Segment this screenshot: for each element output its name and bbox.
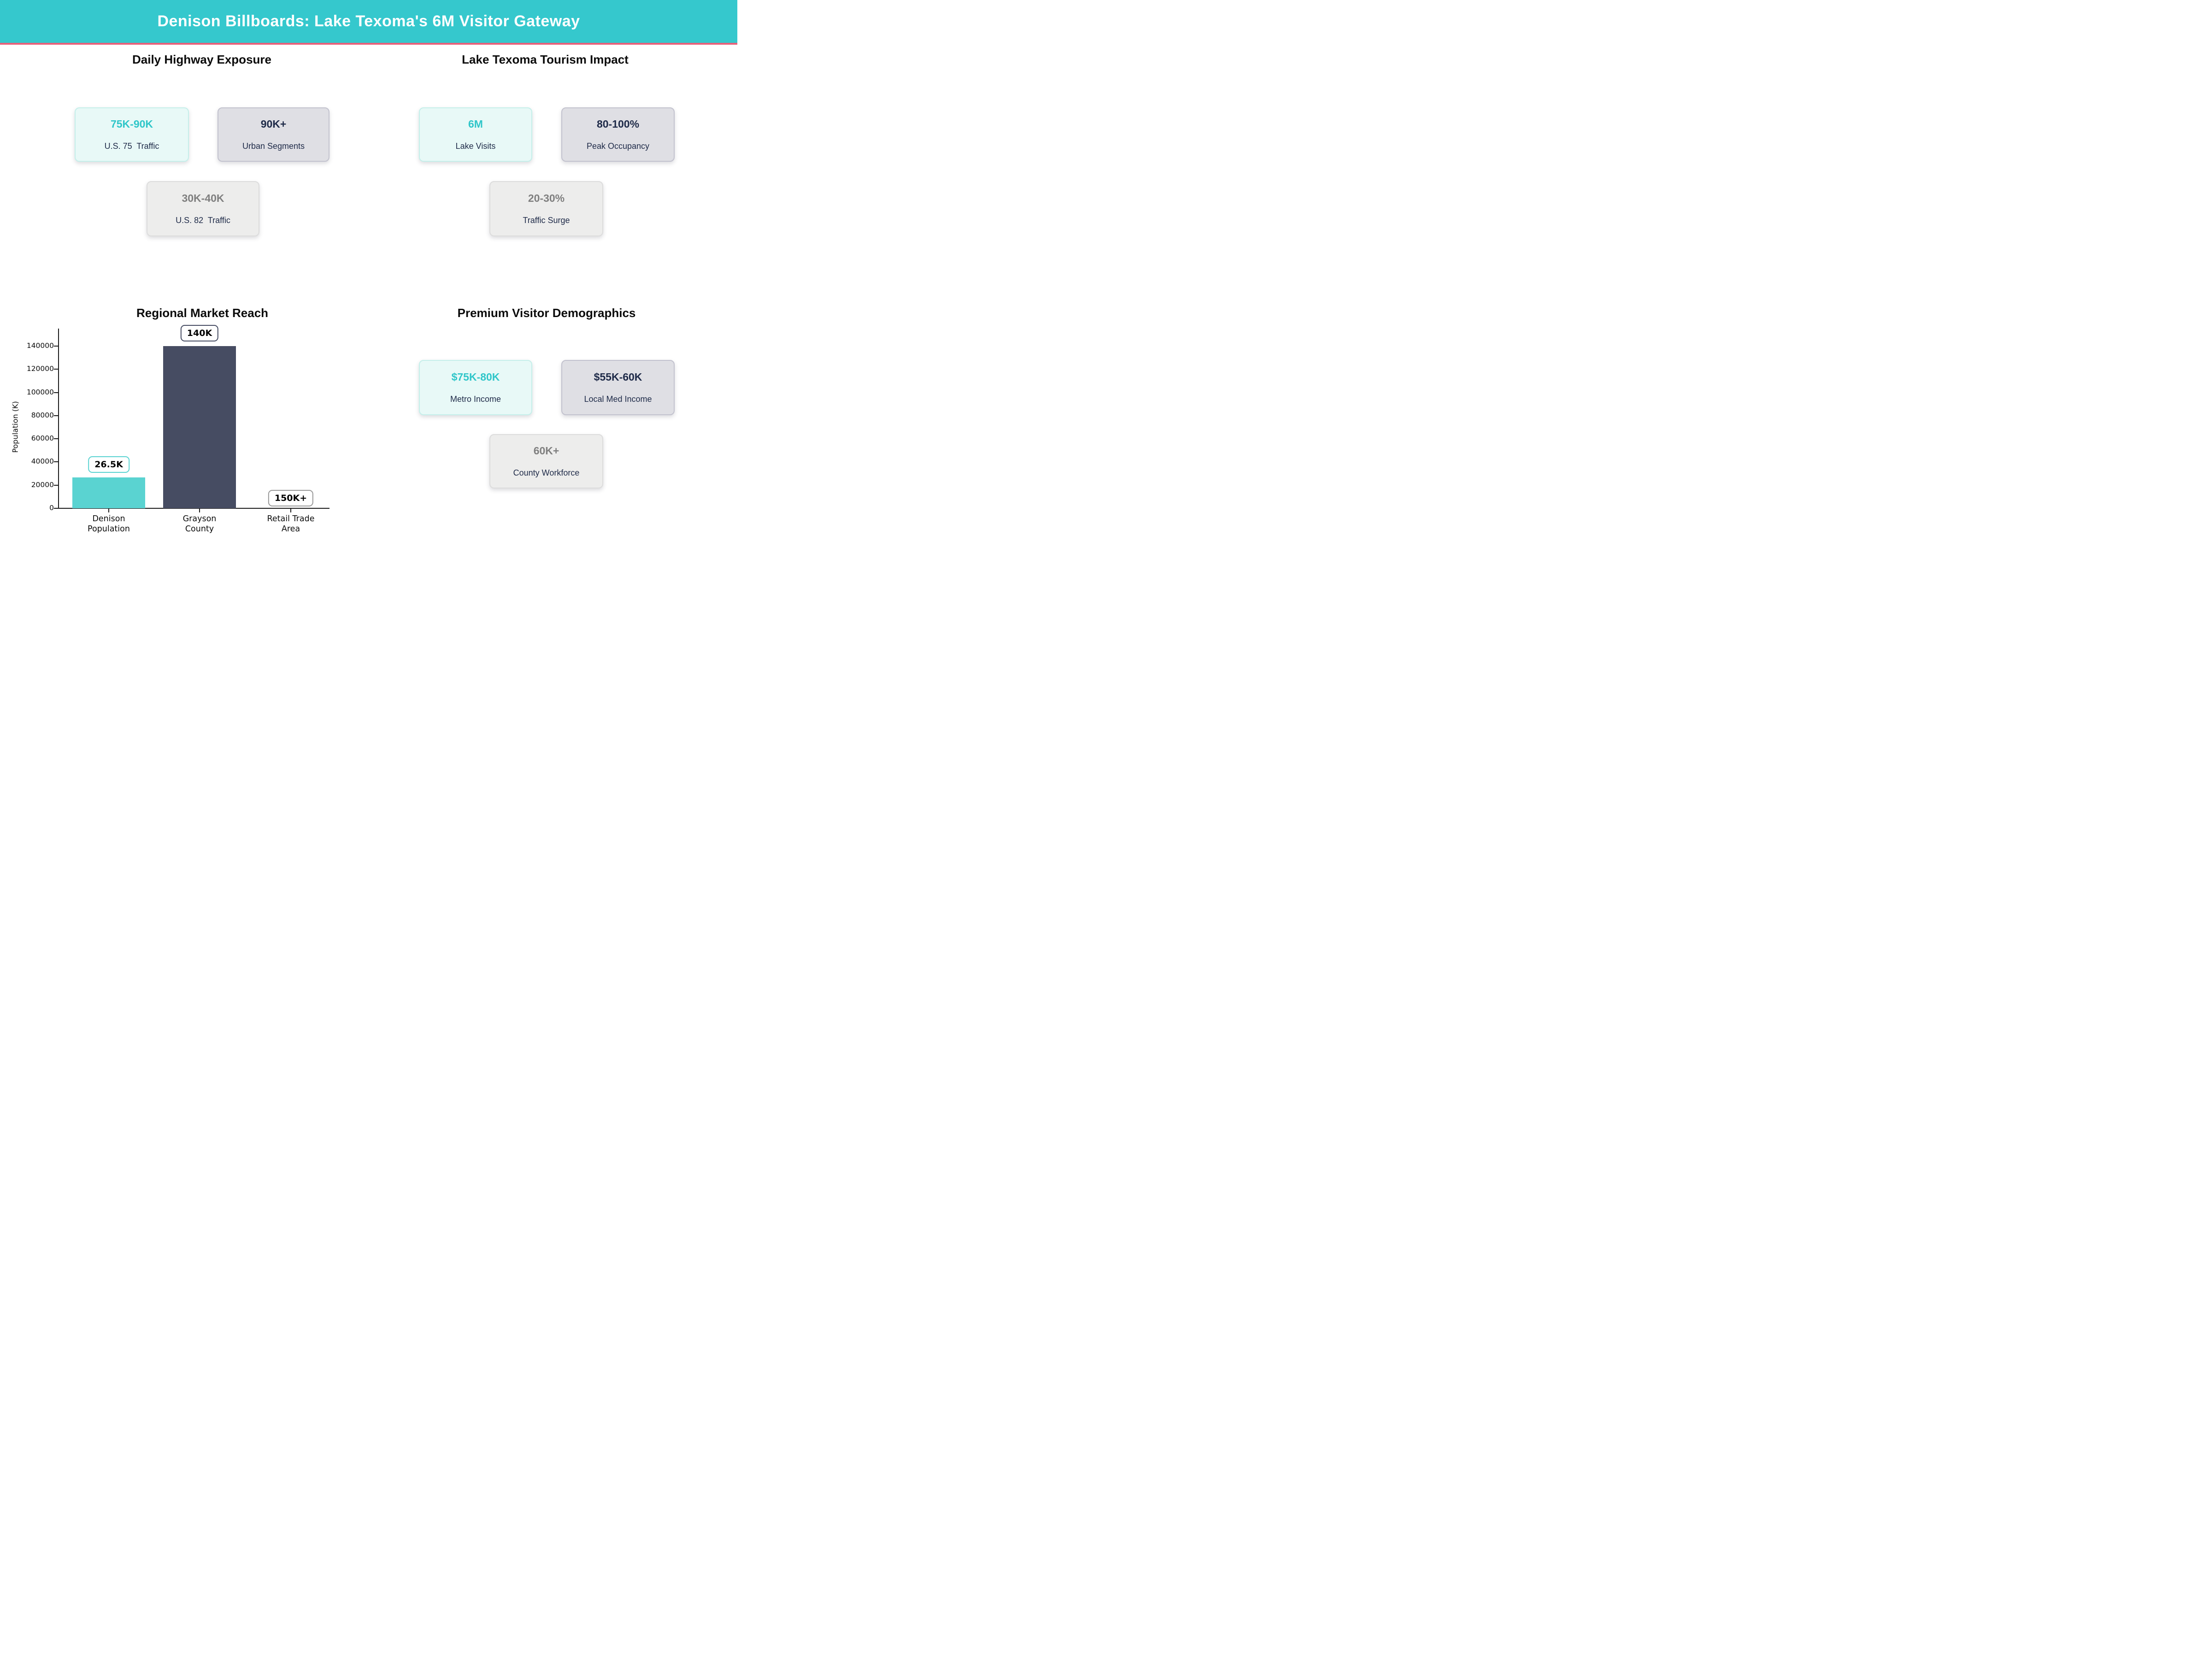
stat-label: Urban Segments <box>242 141 305 151</box>
stat-card-us82-traffic: 30K-40K U.S. 82 Traffic <box>147 181 259 236</box>
regional-market-reach-chart: Regional Market Reach Population (K) 0 20… <box>0 0 737 553</box>
stat-card-metro-income: $75K-80K Metro Income <box>419 360 532 415</box>
section-title-highway: Daily Highway Exposure <box>132 53 271 66</box>
stat-label: Lake Visits <box>455 141 496 151</box>
x-tick-label: Denison Population <box>88 514 130 534</box>
y-tick-label: 140000 <box>26 341 54 350</box>
stat-value: 75K-90K <box>110 118 153 130</box>
section-title-demographics: Premium Visitor Demographics <box>457 306 636 320</box>
y-tick-label: 20000 <box>31 480 54 489</box>
bar-annotation: 26.5K <box>88 456 129 473</box>
x-tick-mark <box>199 508 200 512</box>
infographic-page: Denison Billboards: Lake Texoma's 6M Vis… <box>0 0 737 553</box>
y-tick-label: 120000 <box>26 365 54 373</box>
y-tick-label: 60000 <box>31 434 54 443</box>
stat-label: Local Med Income <box>584 394 652 404</box>
bar <box>163 346 236 508</box>
stat-card-traffic-surge: 20-30% Traffic Surge <box>489 181 603 236</box>
stat-card-us75-traffic: 75K-90K U.S. 75 Traffic <box>75 107 189 162</box>
stat-value: 60K+ <box>533 445 559 457</box>
y-tick-mark <box>54 392 58 393</box>
stat-value: 6M <box>468 118 483 130</box>
stat-value: $55K-60K <box>594 371 642 383</box>
stat-value: 30K-40K <box>182 192 224 204</box>
y-tick-mark <box>54 508 58 509</box>
chart-title: Regional Market Reach <box>136 306 269 320</box>
y-tick-mark <box>54 415 58 416</box>
y-axis-label: Population (K) <box>11 401 20 453</box>
y-tick-label: 0 <box>49 504 54 512</box>
stat-card-county-workforce: 60K+ County Workforce <box>489 434 603 488</box>
stat-label: Peak Occupancy <box>586 141 650 151</box>
bar <box>72 477 145 508</box>
section-title-tourism: Lake Texoma Tourism Impact <box>462 53 629 66</box>
stat-value: $75K-80K <box>451 371 500 383</box>
x-tick-label: Retail Trade Area <box>267 514 315 534</box>
stat-card-lake-visits: 6M Lake Visits <box>419 107 532 162</box>
stat-value: 80-100% <box>596 118 640 130</box>
x-tick-label: Grayson County <box>182 514 217 534</box>
stat-label: U.S. 75 Traffic <box>104 141 159 151</box>
stat-value: 20-30% <box>528 192 565 204</box>
stat-card-urban-segments: 90K+ Urban Segments <box>218 107 329 162</box>
y-tick-label: 40000 <box>31 457 54 466</box>
stat-value: 90K+ <box>260 118 287 130</box>
stat-label: U.S. 82 Traffic <box>176 216 230 225</box>
accent-divider <box>0 43 737 45</box>
y-tick-mark <box>54 438 58 440</box>
stat-card-peak-occupancy: 80-100% Peak Occupancy <box>561 107 675 162</box>
y-tick-label: 80000 <box>31 411 54 419</box>
x-axis-spine <box>58 508 329 509</box>
stat-card-local-med-income: $55K-60K Local Med Income <box>561 360 675 415</box>
y-tick-mark <box>54 369 58 370</box>
y-tick-mark <box>54 345 58 347</box>
y-axis-spine <box>58 329 59 508</box>
y-tick-label: 100000 <box>26 388 54 396</box>
bar-annotation: 140K <box>180 325 219 341</box>
x-tick-mark <box>108 508 109 512</box>
stat-label: County Workforce <box>513 468 580 477</box>
x-tick-mark <box>290 508 291 512</box>
bar-annotation: 150K+ <box>268 490 314 506</box>
y-tick-mark <box>54 461 58 463</box>
y-tick-mark <box>54 484 58 486</box>
stat-label: Metro Income <box>450 394 501 404</box>
stat-label: Traffic Surge <box>523 216 570 225</box>
page-title: Denison Billboards: Lake Texoma's 6M Vis… <box>157 12 580 30</box>
app-header: Denison Billboards: Lake Texoma's 6M Vis… <box>0 0 737 43</box>
